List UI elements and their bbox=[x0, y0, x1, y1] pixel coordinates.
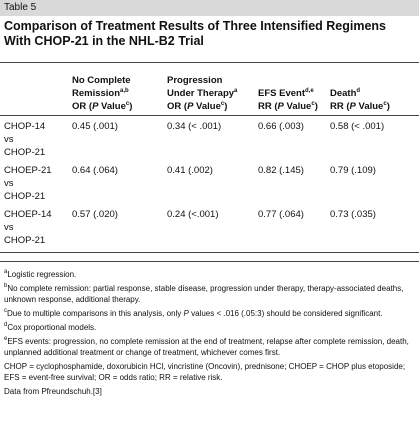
header-text: Value bbox=[193, 101, 221, 112]
table-label-bar: Table 5 bbox=[0, 0, 419, 16]
column-header: Deathd RR (P Valuec) bbox=[330, 87, 390, 113]
footnote-text: EFS events: progression, no complete rem… bbox=[4, 337, 409, 357]
footnote-text: Cox proportional models. bbox=[7, 323, 97, 332]
header-text: No Complete bbox=[72, 75, 131, 86]
footnote-text: Logistic regression. bbox=[7, 270, 77, 279]
superscript: a,b bbox=[120, 88, 129, 94]
header-text: P bbox=[349, 101, 356, 112]
header-text: OR ( bbox=[167, 101, 188, 112]
cell-value: 0.57 (.020) bbox=[72, 209, 118, 220]
row-label: CHOP-21 bbox=[4, 147, 46, 158]
footnote: dCox proportional models. bbox=[4, 322, 414, 333]
header-text: Remission bbox=[72, 88, 121, 99]
header-text: Value bbox=[355, 101, 384, 112]
header-text: OR ( bbox=[72, 101, 93, 112]
row-label: CHOEP-14 bbox=[4, 209, 52, 220]
cell-value: 0.73 (.035) bbox=[330, 209, 376, 220]
footnote-mark: c bbox=[4, 308, 7, 314]
header-text: Death bbox=[330, 88, 357, 99]
rule bbox=[0, 115, 419, 116]
rule bbox=[0, 252, 419, 253]
superscript: c bbox=[125, 101, 130, 107]
superscript: d bbox=[356, 88, 361, 94]
footnote-text: No complete remission: partial response,… bbox=[4, 284, 404, 304]
footnote-text: P bbox=[183, 309, 189, 318]
table-title: Comparison of Treatment Results of Three… bbox=[4, 19, 387, 48]
cell-value: 0.77 (.064) bbox=[258, 209, 304, 220]
row-label: CHOP-21 bbox=[4, 191, 46, 202]
header-text: RR ( bbox=[258, 101, 278, 112]
cell-value: 0.41 (.002) bbox=[167, 165, 213, 176]
row-label: CHOEP-21 bbox=[4, 165, 52, 176]
superscript: c bbox=[220, 101, 225, 107]
row-label: vs bbox=[4, 134, 14, 145]
header-text: Progression bbox=[167, 75, 223, 86]
header-text: Value bbox=[98, 101, 126, 112]
header-text: P bbox=[277, 101, 284, 112]
row-label: vs bbox=[4, 222, 14, 233]
row-label: vs bbox=[4, 178, 14, 189]
superscript: a bbox=[234, 88, 238, 94]
header-text: Under Therapy bbox=[167, 88, 235, 99]
column-header: EFS Eventd,e RR (P Valuec) bbox=[258, 87, 318, 113]
footnote-mark: b bbox=[4, 283, 8, 289]
footnote-mark: e bbox=[4, 336, 8, 342]
cell-value: 0.66 (.003) bbox=[258, 121, 304, 132]
row-label: CHOP-14 bbox=[4, 121, 46, 132]
cell-value: 0.58 (< .001) bbox=[330, 121, 385, 132]
footnote-text: values < .016 (.05:3) should be consider… bbox=[188, 309, 383, 318]
footnote-text: CHOP = cyclophosphamide, doxorubicin HCl… bbox=[4, 362, 406, 382]
header-text: P bbox=[187, 101, 194, 112]
header-text: ) bbox=[129, 101, 133, 112]
footnote: Data from Pfreundschuh.[3] bbox=[4, 386, 414, 397]
footnote: bNo complete remission: partial response… bbox=[4, 283, 414, 305]
header-text: P bbox=[92, 101, 99, 112]
footnote-mark: d bbox=[4, 322, 8, 328]
footnote-text: Data from Pfreundschuh.[3] bbox=[4, 387, 102, 396]
column-header: No Complete Remissiona,b OR (P Valuec) bbox=[72, 74, 132, 113]
cell-value: 0.82 (.145) bbox=[258, 165, 304, 176]
cell-value: 0.34 (< .001) bbox=[167, 121, 222, 132]
superscript: d,e bbox=[305, 88, 314, 94]
cell-value: 0.79 (.109) bbox=[330, 165, 376, 176]
superscript: c bbox=[383, 101, 387, 107]
column-header: Progression Under Therapya OR (P Valuec) bbox=[167, 74, 237, 113]
footnote: cDue to multiple comparisons in this ana… bbox=[4, 308, 414, 319]
cell-value: 0.24 (<.001) bbox=[167, 209, 219, 220]
footnotes: aLogistic regression. bNo complete remis… bbox=[4, 269, 414, 400]
footnote-mark: a bbox=[4, 269, 8, 275]
cell-value: 0.45 (.001) bbox=[72, 121, 118, 132]
footnote-text: Due to multiple comparisons in this anal… bbox=[7, 309, 184, 318]
header-text: ) bbox=[386, 101, 390, 112]
header-text: ) bbox=[314, 101, 318, 112]
superscript: c bbox=[311, 101, 315, 107]
footnote: CHOP = cyclophosphamide, doxorubicin HCl… bbox=[4, 361, 414, 383]
header-text: Value bbox=[283, 101, 312, 112]
rule bbox=[0, 261, 419, 262]
footnote: aLogistic regression. bbox=[4, 269, 414, 280]
cell-value: 0.64 (.064) bbox=[72, 165, 118, 176]
header-text: RR ( bbox=[330, 101, 350, 112]
table-label: Table 5 bbox=[4, 2, 37, 13]
footnote: eEFS events: progression, no complete re… bbox=[4, 336, 414, 358]
header-text: EFS Event bbox=[258, 88, 305, 99]
header-text: ) bbox=[224, 101, 228, 112]
row-label: CHOP-21 bbox=[4, 235, 46, 246]
rule bbox=[0, 62, 419, 63]
